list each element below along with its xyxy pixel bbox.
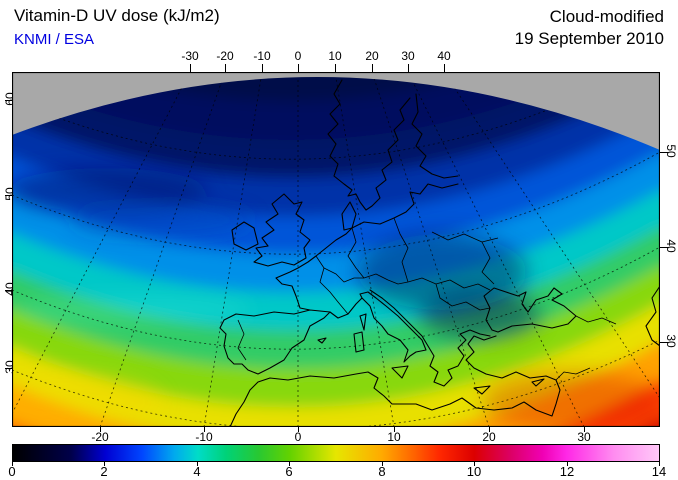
lon-label-top: 10 (328, 49, 342, 63)
cb-label: 10 (466, 464, 482, 479)
tick-mark (372, 64, 373, 72)
tick-mark (100, 427, 101, 432)
tick-mark (204, 427, 205, 432)
cb-label: 14 (651, 464, 667, 479)
cb-label: 12 (559, 464, 575, 479)
tick-mark (489, 427, 490, 432)
tick-mark (298, 427, 299, 432)
lon-label-top: -30 (181, 49, 199, 63)
lat-label-right: 30 (664, 334, 678, 348)
lon-label-top: 20 (365, 49, 379, 63)
page-title: Vitamin-D UV dose (kJ/m2) (14, 6, 220, 25)
lon-label-top: 40 (437, 49, 451, 63)
tick-mark (5, 100, 12, 101)
map-color-field (12, 77, 660, 427)
tick-mark (408, 64, 409, 72)
credit-text: KNMI / ESA (14, 31, 95, 48)
tick-mark (104, 461, 105, 466)
cb-label: 8 (378, 464, 386, 479)
lat-label-right: 50 (664, 144, 678, 158)
tick-mark (298, 64, 299, 72)
coastlines (219, 79, 660, 427)
lon-label-bottom: -20 (91, 430, 109, 444)
tick-mark (382, 461, 383, 466)
map-frame (11, 71, 661, 428)
uv-dose-map-canvas (11, 71, 661, 428)
tick-mark (394, 427, 395, 432)
mode-label: Cloud-modified (549, 7, 664, 26)
colorbar (12, 444, 660, 462)
tick-mark (660, 342, 668, 343)
map-plot (11, 71, 661, 428)
tick-mark (5, 368, 12, 369)
tick-mark (12, 461, 13, 466)
cb-label: 2 (100, 464, 108, 479)
lon-label-top: -10 (253, 49, 271, 63)
lon-label-top: -20 (216, 49, 234, 63)
tick-mark (584, 427, 585, 432)
lat-label-right: 40 (664, 239, 678, 253)
lon-label-top: 0 (294, 49, 302, 63)
tick-mark (190, 64, 191, 72)
tick-mark (5, 195, 12, 196)
lon-label-bottom: 20 (482, 430, 496, 444)
lon-label-bottom: 10 (387, 430, 401, 444)
tick-mark (335, 64, 336, 72)
tick-mark (5, 290, 12, 291)
date-label: 19 September 2010 (514, 29, 664, 48)
cb-label: 0 (8, 464, 16, 479)
lon-label-bottom: 30 (577, 430, 591, 444)
tick-mark (474, 461, 475, 466)
tick-mark (289, 461, 290, 466)
header-right: Cloud-modified 19 September 2010 (515, 6, 664, 50)
cb-label: 4 (193, 464, 201, 479)
tick-mark (660, 247, 668, 248)
cloud-overlays (12, 168, 660, 427)
tick-mark (197, 461, 198, 466)
tick-mark (262, 64, 263, 72)
country-borders (237, 217, 617, 381)
cb-label: 6 (285, 464, 293, 479)
tick-mark (567, 461, 568, 466)
lon-label-bottom: 0 (294, 430, 302, 444)
tick-mark (225, 64, 226, 72)
tick-mark (444, 64, 445, 72)
tick-mark (659, 461, 660, 466)
tick-mark (660, 152, 668, 153)
lon-label-top: 30 (401, 49, 415, 63)
lon-label-bottom: -10 (195, 430, 213, 444)
